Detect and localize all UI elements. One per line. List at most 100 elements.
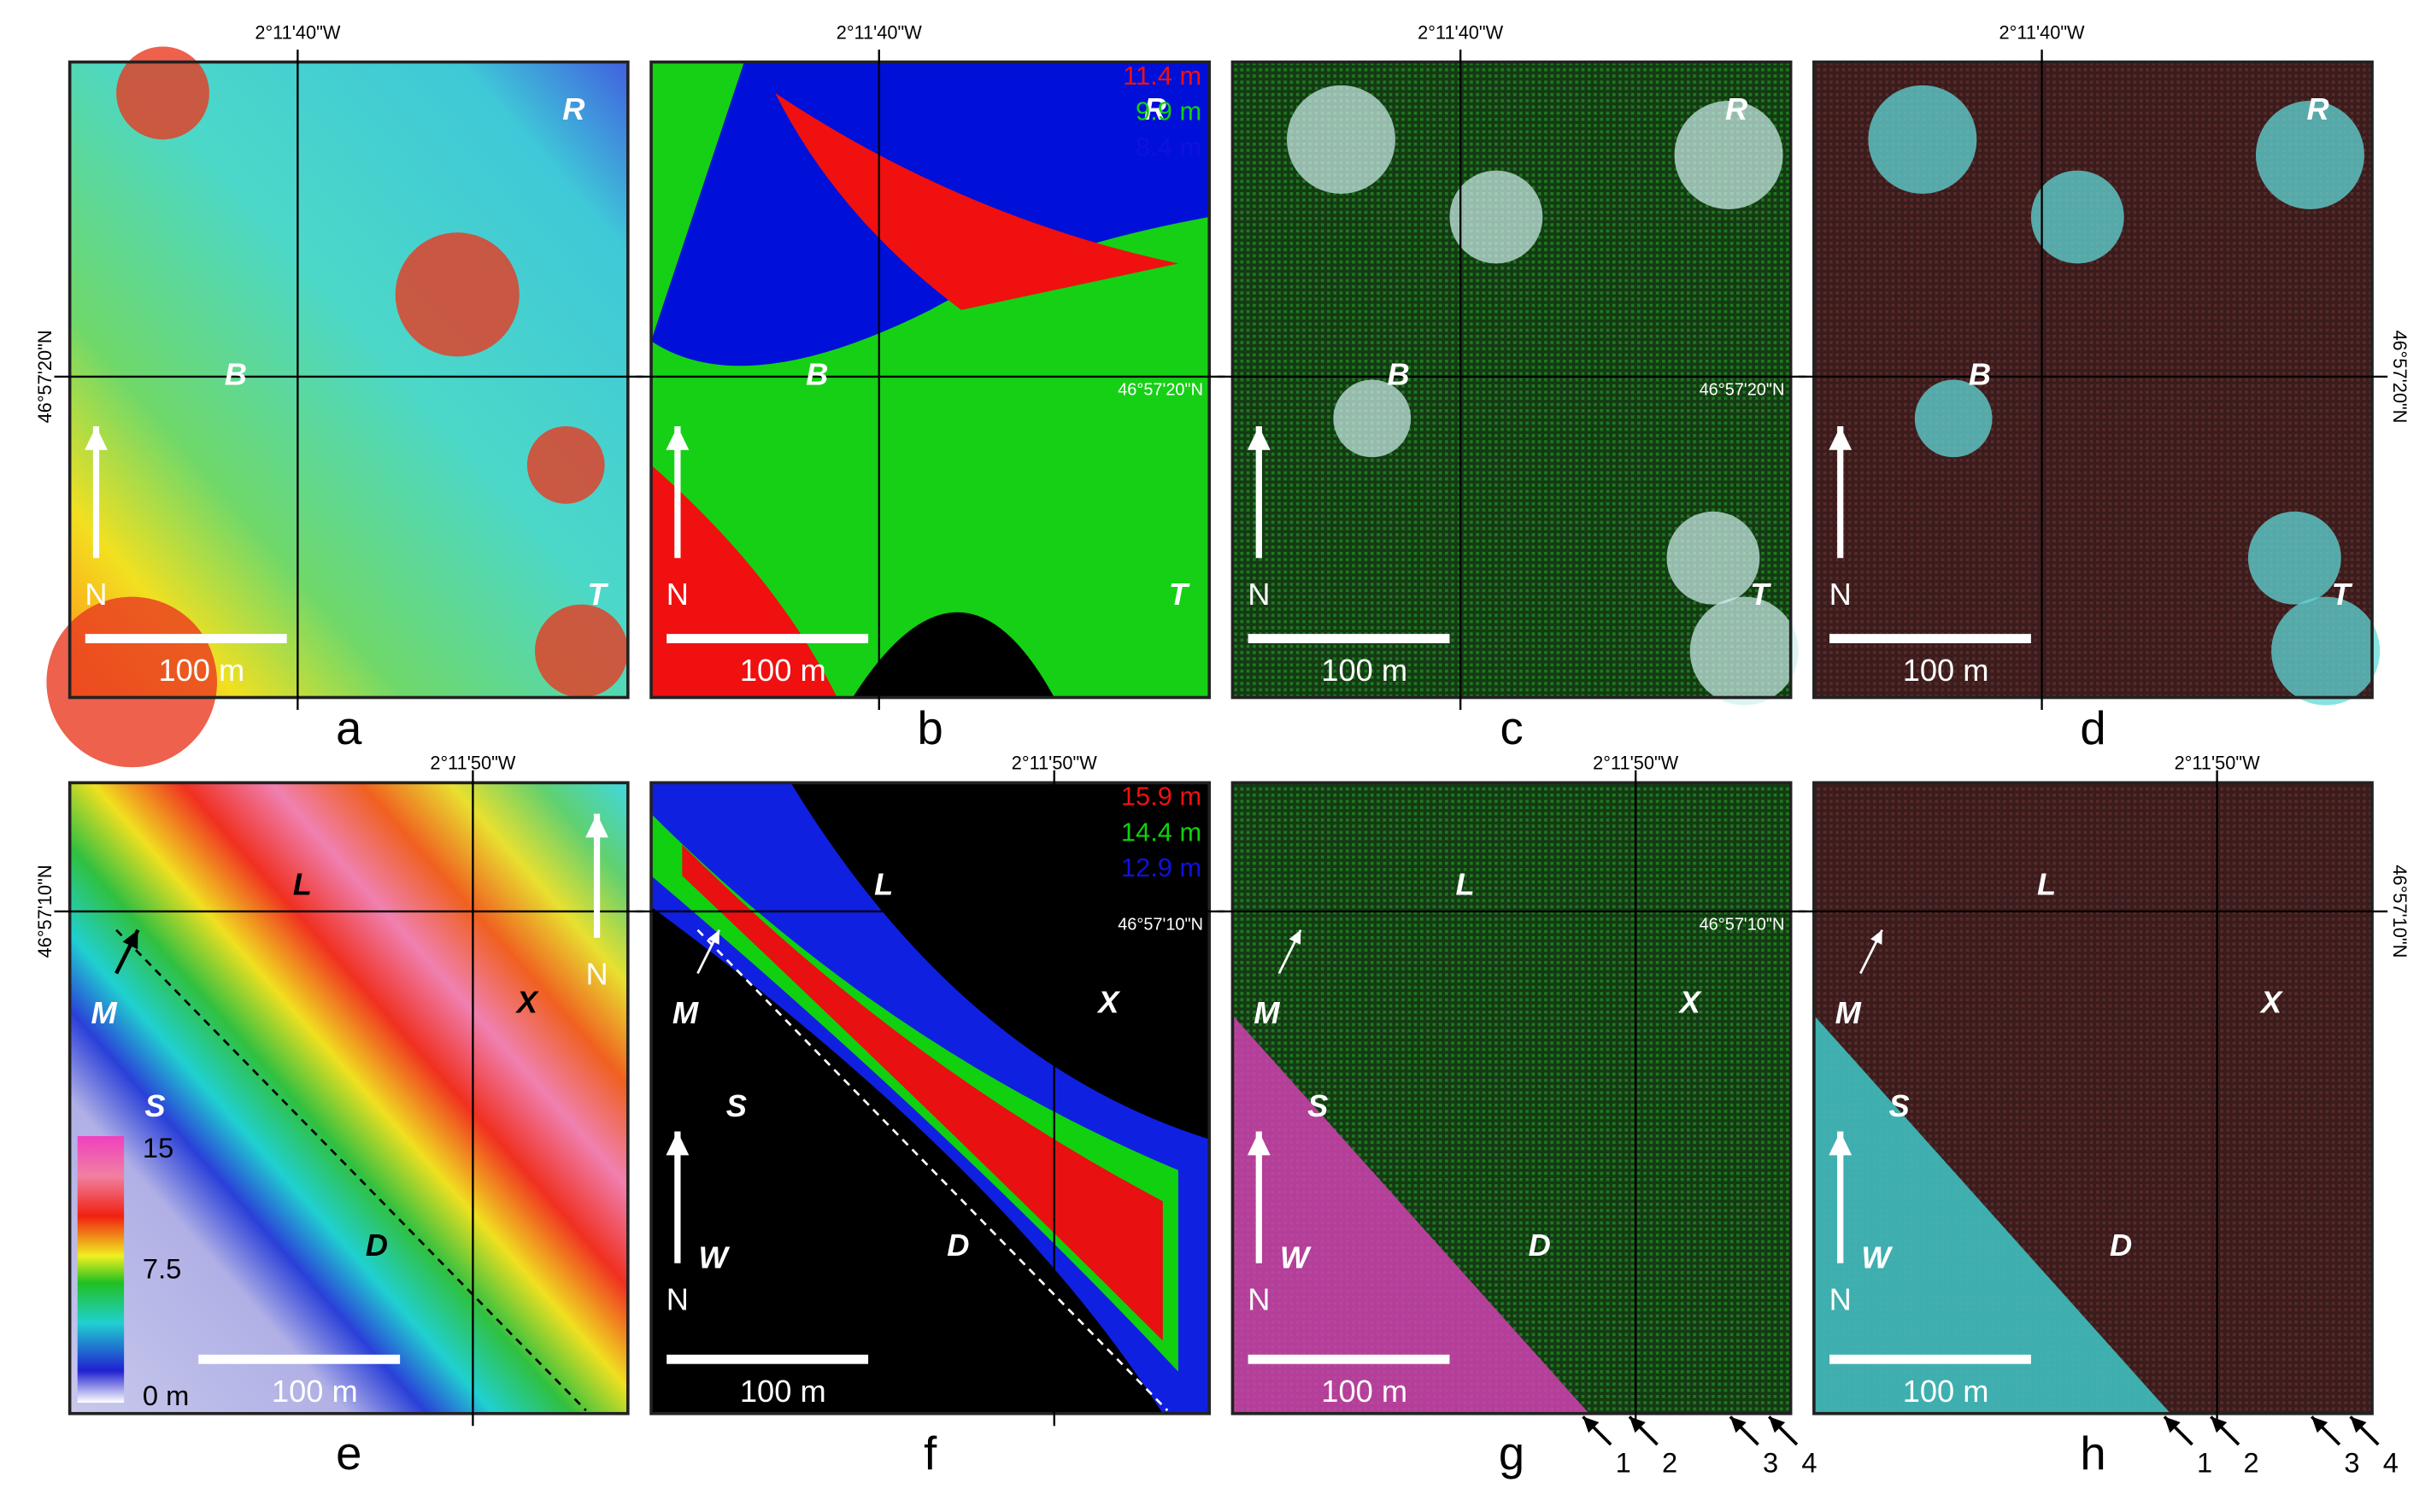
site-label: R: [1725, 91, 1747, 126]
site-label: M: [1835, 995, 1862, 1030]
site-label: S: [726, 1088, 747, 1123]
scale-bar: [1248, 634, 1450, 644]
scale-bar: [1829, 634, 2031, 644]
panel-frame: [1230, 60, 1793, 700]
panel-label: a: [336, 702, 362, 754]
longitude-label: 2°11'40"W: [255, 22, 340, 44]
site-label: X: [515, 984, 539, 1019]
longitude-label: 2°11'40"W: [837, 22, 922, 44]
map-blob: [1813, 1015, 2171, 1414]
map-blob: [852, 612, 1054, 698]
scale-label: 100 m: [158, 653, 244, 688]
colorbar: [77, 1135, 125, 1404]
panels: 2°11'40"W 46°57'20"N R B T N 100 m a 2°11'40"W 46…: [34, 22, 2410, 1480]
legend-label: 9.9 m: [1136, 97, 1201, 126]
site-label: R: [2306, 91, 2328, 126]
site-label: R: [562, 91, 584, 126]
arrow-head: [2311, 1416, 2328, 1433]
arrow-number: 1: [1616, 1446, 1631, 1478]
panel-label: d: [2080, 702, 2105, 754]
panel-label: g: [1499, 1427, 1524, 1480]
map-blob: [2255, 100, 2364, 209]
longitude-label: 2°11'50"W: [2175, 752, 2260, 773]
panel-frame: [1812, 781, 2374, 1415]
panel-frame: [68, 60, 630, 700]
arrow-head: [122, 929, 138, 950]
site-label: T: [1169, 577, 1190, 612]
dashed-line: [696, 929, 1169, 1412]
latitude-label: 46°57'20"N: [2389, 330, 2410, 423]
map-blob: [2030, 170, 2124, 264]
north-label: N: [1829, 1282, 1852, 1317]
north-label: N: [1248, 1282, 1270, 1317]
arrow-head: [85, 425, 108, 450]
latitude-label: 46°57'10"N: [1700, 915, 1785, 934]
scale-label: 100 m: [1321, 1374, 1407, 1409]
arrow-head: [1247, 425, 1271, 450]
map-blob: [395, 232, 520, 357]
site-label: L: [1456, 866, 1475, 901]
map-blob: [1914, 379, 1993, 458]
scale-bar: [1829, 1354, 2031, 1364]
site-label: S: [144, 1088, 165, 1123]
arrow-number: 1: [2197, 1446, 2212, 1478]
site-label: M: [91, 995, 117, 1030]
arrow-number: 2: [1662, 1446, 1677, 1478]
panel-frame: [1230, 781, 1793, 1415]
arrow-head: [1289, 929, 1301, 945]
site-label: D: [947, 1228, 969, 1263]
arrow-head: [1629, 1416, 1646, 1433]
panel-frame: [68, 781, 630, 1415]
site-label: X: [2259, 984, 2283, 1019]
scale-bar: [198, 1354, 401, 1364]
latitude-label: 46°57'10"N: [34, 864, 56, 958]
site-label: L: [874, 866, 893, 901]
site-label: L: [293, 866, 312, 901]
site-label: X: [1096, 984, 1120, 1019]
scale-label: 100 m: [740, 1374, 826, 1409]
map-blob: [2247, 511, 2341, 605]
arrow-number: 3: [1763, 1446, 1778, 1478]
site-label: S: [1889, 1088, 1910, 1123]
scale-label: 100 m: [272, 1374, 358, 1409]
arrow-number: 3: [2344, 1446, 2359, 1478]
map-image: [69, 782, 628, 1414]
north-label: N: [1248, 577, 1270, 612]
legend-label: 15.9 m: [1121, 782, 1201, 812]
scale-label: 100 m: [1321, 653, 1407, 688]
colorbar-label: 0 m: [143, 1380, 189, 1411]
map-blob: [526, 425, 605, 504]
site-label: R: [1144, 91, 1166, 126]
panel-frame: [1812, 60, 2374, 700]
colorbar-label: 15: [143, 1132, 173, 1163]
arrow-head: [708, 929, 719, 945]
colorbar-label: 7.5: [143, 1252, 181, 1284]
latitude-label: 46°57'20"N: [34, 330, 56, 423]
map-blob: [1689, 596, 1799, 706]
panel-label: c: [1500, 702, 1523, 754]
site-label: S: [1307, 1088, 1328, 1123]
site-label: D: [1529, 1228, 1551, 1263]
site-label: W: [1280, 1240, 1312, 1275]
panel-frame: [649, 60, 1212, 700]
site-label: B: [1387, 357, 1409, 392]
north-label: N: [85, 577, 107, 612]
scale-label: 100 m: [1903, 653, 1989, 688]
dashed-line: [115, 929, 587, 1412]
map-blob: [534, 604, 628, 698]
arrow-head: [2164, 1416, 2181, 1433]
scale-label: 100 m: [740, 653, 826, 688]
map-blob: [2271, 596, 2381, 706]
map-band: [682, 844, 1163, 1341]
site-label: D: [2110, 1228, 2132, 1263]
arrow-head: [1829, 425, 1853, 450]
arrow-head: [585, 813, 608, 838]
arrow-head: [1870, 929, 1882, 945]
latitude-label: 46°57'20"N: [1700, 381, 1785, 400]
map-blob: [1868, 85, 1977, 194]
map-blob: [1666, 511, 1760, 605]
latitude-label: 46°57'10"N: [1118, 915, 1203, 934]
panel-label: h: [2080, 1427, 2105, 1480]
